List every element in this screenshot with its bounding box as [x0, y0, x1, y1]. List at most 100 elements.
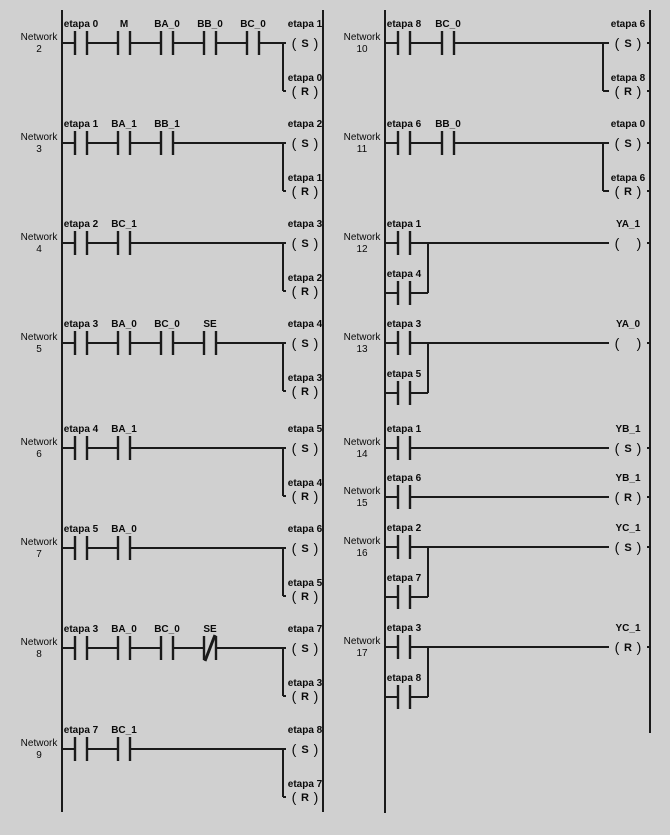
- contact-label: etapa 7: [387, 573, 422, 584]
- network-number: 11: [357, 144, 368, 155]
- contact-label: etapa 1: [387, 219, 422, 230]
- coil-label: etapa 6: [611, 173, 646, 184]
- contact-label: SE: [203, 624, 217, 635]
- network-number: 15: [356, 498, 368, 509]
- coil-label: etapa 0: [611, 119, 646, 130]
- network-label: Network: [21, 32, 59, 43]
- coil-label: etapa 1: [288, 173, 323, 184]
- contact-label: etapa 3: [387, 319, 422, 330]
- coil-letter: R: [301, 386, 309, 398]
- contact-label: BA_0: [111, 319, 137, 330]
- contact-label: SE: [203, 319, 217, 330]
- coil-paren-left: (: [292, 688, 297, 704]
- contact-label: etapa 2: [387, 523, 422, 534]
- network-label: Network: [344, 437, 382, 448]
- coil-letter: S: [301, 338, 308, 350]
- coil-paren-left: (: [615, 235, 620, 251]
- coil-paren-left: (: [292, 741, 297, 757]
- coil-label: etapa 3: [288, 373, 323, 384]
- contact-label: BB_0: [197, 19, 223, 30]
- network-number: 12: [356, 244, 368, 255]
- network-number: 5: [36, 344, 42, 355]
- network-label: Network: [344, 486, 382, 497]
- contact-label: etapa 5: [64, 524, 99, 535]
- contact-label: etapa 8: [387, 19, 422, 30]
- coil-paren-left: (: [292, 335, 297, 351]
- coil-label: YC_1: [615, 623, 640, 634]
- network-number: 8: [36, 649, 42, 660]
- coil-label: etapa 8: [288, 725, 323, 736]
- coil-label: etapa 4: [288, 319, 323, 330]
- coil-letter: R: [301, 591, 309, 603]
- network-label: Network: [344, 32, 382, 43]
- coil-paren-left: (: [292, 588, 297, 604]
- network-label: Network: [21, 537, 59, 548]
- coil-paren-left: (: [615, 489, 620, 505]
- coil-paren-left: (: [292, 789, 297, 805]
- coil-paren-left: (: [292, 540, 297, 556]
- contact-label: BC_1: [111, 725, 137, 736]
- network-number: 16: [356, 548, 368, 559]
- coil-paren-right: ): [314, 488, 319, 504]
- coil-label: etapa 4: [288, 478, 323, 489]
- network-label: Network: [344, 232, 382, 243]
- coil-paren-right: ): [637, 83, 642, 99]
- contact-label: BA_0: [111, 624, 137, 635]
- coil-paren-left: (: [292, 440, 297, 456]
- coil-label: YB_1: [615, 424, 640, 435]
- coil-paren-right: ): [637, 489, 642, 505]
- network-label: Network: [21, 637, 59, 648]
- contact-label: etapa 4: [64, 424, 99, 435]
- contact-label: M: [120, 19, 128, 30]
- network-number: 7: [36, 549, 42, 560]
- coil-paren-right: ): [314, 135, 319, 151]
- coil-paren-right: ): [637, 440, 642, 456]
- coil-letter: R: [301, 691, 309, 703]
- network-label: Network: [344, 132, 382, 143]
- contact-label: BB_0: [435, 119, 461, 130]
- coil-letter: S: [301, 543, 308, 555]
- coil-paren-left: (: [292, 283, 297, 299]
- coil-label: etapa 3: [288, 678, 323, 689]
- coil-letter: R: [624, 642, 632, 654]
- coil-label: YB_1: [615, 473, 640, 484]
- coil-paren-left: (: [292, 640, 297, 656]
- coil-paren-right: ): [314, 688, 319, 704]
- contact-label: BA_0: [111, 524, 137, 535]
- network-number: 13: [356, 344, 368, 355]
- coil-letter: S: [301, 744, 308, 756]
- network-number: 17: [356, 648, 368, 659]
- contact-label: BB_1: [154, 119, 180, 130]
- coil-paren-left: (: [292, 183, 297, 199]
- contact-label: etapa 2: [64, 219, 99, 230]
- contact-label: etapa 3: [64, 624, 99, 635]
- coil-letter: S: [624, 443, 631, 455]
- contact-label: etapa 1: [64, 119, 99, 130]
- coil-paren-right: ): [637, 135, 642, 151]
- coil-paren-right: ): [314, 440, 319, 456]
- contact-label: etapa 3: [64, 319, 99, 330]
- coil-paren-right: ): [314, 335, 319, 351]
- coil-letter: R: [624, 492, 632, 504]
- contact-label: etapa 6: [387, 473, 422, 484]
- network-label: Network: [344, 636, 382, 647]
- coil-label: etapa 7: [288, 779, 323, 790]
- coil-label: etapa 3: [288, 219, 323, 230]
- coil-letter: R: [301, 286, 309, 298]
- coil-paren-left: (: [615, 440, 620, 456]
- contact-label: etapa 5: [387, 369, 422, 380]
- contact-label: etapa 3: [387, 623, 422, 634]
- contact-label: etapa 7: [64, 725, 99, 736]
- coil-paren-right: ): [637, 235, 642, 251]
- network-number: 6: [36, 449, 42, 460]
- coil-label: YC_1: [615, 523, 640, 534]
- coil-paren-left: (: [615, 35, 620, 51]
